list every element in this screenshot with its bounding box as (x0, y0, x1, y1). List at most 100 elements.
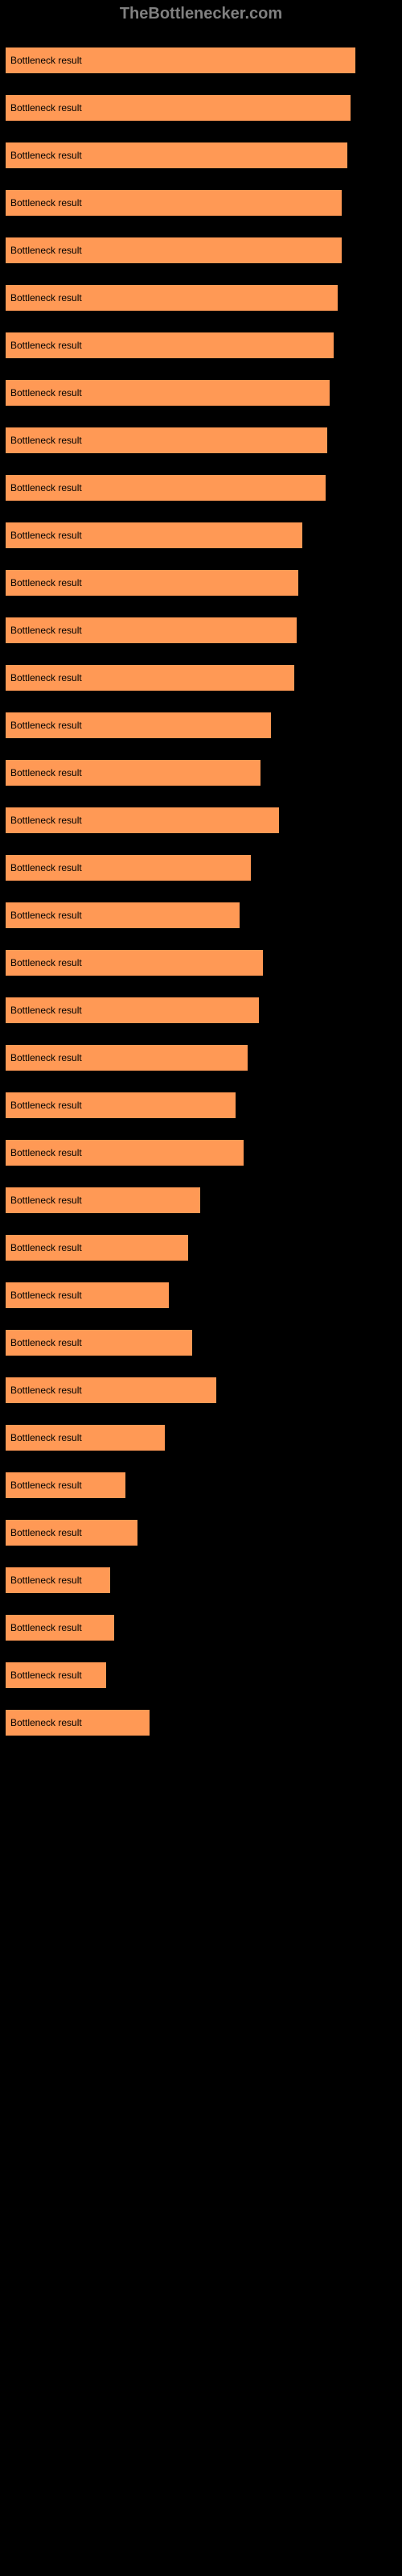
bar-track: Bottleneck result31 (5, 1044, 397, 1071)
bar-track: Bottleneck result32.5 (5, 997, 397, 1024)
chart-row: NVIDIA RTX A5500 Bottleneck result42 (5, 320, 397, 359)
chart-row: NVIDIA GeForce RTX 4070 SUPERBottleneck … (5, 795, 397, 834)
bar-value: 18.5 (155, 1717, 174, 1728)
bar: Bottleneck result (5, 569, 299, 597)
row-label: AMD Radeon RX 7600 XT (5, 1507, 397, 1517)
bar-value: 30.5 (249, 1147, 268, 1158)
bar-track: Bottleneck result 43 (5, 237, 397, 264)
chart-row: AMD Radeon RX 7600 XT Bottleneck result 17 (5, 1507, 397, 1546)
bar-value: 17 (143, 1527, 154, 1538)
bar-track: Bottleneck result25 (5, 1187, 397, 1214)
row-label: NVIDIA GeForce RTX 3060 Ti (5, 35, 397, 44)
bar-track: Bottleneck result 17 (5, 1519, 397, 1546)
bar-text: Bottleneck result (6, 150, 82, 161)
row-label: NVIDIA GeForce RTX 4070 Ti SUPER (5, 985, 397, 994)
row-label: NVIDIA GeForce RTX 3090 (5, 937, 397, 947)
chart-row: NVIDIA GeForce RTX 3070 Ti Bottleneck res… (5, 177, 397, 217)
bar: Bottleneck result (5, 759, 261, 786)
bar: Bottleneck result (5, 1709, 150, 1736)
chart-row: NVIDIA RTX A4500Bottleneck result38 (5, 510, 397, 549)
bar: Bottleneck result (5, 807, 280, 834)
bar-text: Bottleneck result (6, 292, 82, 303)
row-label: NVIDIA GeForce RTX 3080 Ti (5, 605, 397, 614)
bar-value: 37.5 (304, 577, 322, 588)
bar-value: 24 (198, 1337, 208, 1348)
bar-track: Bottleneck result 30 (5, 902, 397, 929)
chart-row: AMD Radeon RX 7900 XTXBottleneck result2… (5, 1222, 397, 1261)
row-label: AMD Radeon RX 6800 (5, 130, 397, 139)
bar-track: Bottleneck result42 (5, 332, 397, 359)
bar-track: Bottleneck result 43.7 (5, 142, 397, 169)
chart-row: AMD Radeon RX 7900 GREBottleneck result2… (5, 1174, 397, 1214)
bar-value: 13 (112, 1670, 122, 1681)
bar-text: Bottleneck result (6, 720, 82, 731)
bar-value: 42.5 (343, 292, 362, 303)
bar-value: 33 (269, 957, 279, 968)
bar-value: 43 (347, 245, 358, 256)
row-label: NVIDIA GeForce RTX 2080 SUPER (5, 1697, 397, 1707)
bar-value: 23.5 (194, 1242, 212, 1253)
bar: Bottleneck result (5, 1567, 111, 1594)
bar-value: 30 (245, 910, 256, 921)
chart-row: AMD Radeon RX 7600Bottleneck result14 (5, 1602, 397, 1641)
bar-text: Bottleneck result (6, 102, 82, 114)
bar-text: Bottleneck result (6, 197, 82, 208)
bar-text: Bottleneck result (6, 482, 82, 493)
bar-track: Bottleneck result35 (5, 807, 397, 834)
bar-text: Bottleneck result (6, 1337, 82, 1348)
bar-track: Bottleneck result37 (5, 664, 397, 691)
bar-text: Bottleneck result (6, 245, 82, 256)
chart-row: NVIDIA GeForce RTX 3060 TiBottleneck res… (5, 35, 397, 74)
bar-text: Bottleneck result (6, 1527, 82, 1538)
chart-row: NVIDIA GeForce RTX 4080Bottleneck result… (5, 1127, 397, 1166)
bar-text: Bottleneck result (6, 910, 82, 921)
bar: Bottleneck result (5, 902, 240, 929)
chart-row: NVIDIA GeForce RTX 4090Bottleneck result… (5, 1317, 397, 1356)
bar-text: Bottleneck result (6, 767, 82, 778)
row-label: AMD Radeon RX 6800 XT (5, 272, 397, 282)
row-label: NVIDIA GeForce RTX 3080 (5, 415, 397, 424)
chart-row: AMD Radeon RX 7700 XTBottleneck result20… (5, 1412, 397, 1451)
row-label: AMD Radeon RX 7900 XTX (5, 1222, 397, 1232)
bar: Bottleneck result (5, 617, 297, 644)
bar-value: 15.5 (131, 1480, 150, 1491)
bar-text: Bottleneck result (6, 435, 82, 446)
row-label: NVIDIA GeForce RTX 3070 (5, 82, 397, 92)
chart-row: NVIDIA GeForce RTX 4070 TiBottleneck res… (5, 890, 397, 929)
row-label: NVIDIA GeForce RTX 4060 (5, 1364, 397, 1374)
row-label: NVIDIA GeForce RTX 3090 Ti (5, 1032, 397, 1042)
chart-row: NVIDIA GeForce RTX 4060 Bottleneck result… (5, 1364, 397, 1404)
bar-text: Bottleneck result (6, 1717, 82, 1728)
bar-value: 37.3 (302, 625, 321, 636)
bar: Bottleneck result (5, 427, 328, 454)
bar-track: Bottleneck result 15.5 (5, 1472, 397, 1499)
row-label: NVIDIA GeForce RTX 3070 Ti (5, 177, 397, 187)
row-label: AMD Radeon RX 6950 XT (5, 842, 397, 852)
bar-text: Bottleneck result (6, 1195, 82, 1206)
bar-text: Bottleneck result (6, 340, 82, 351)
row-label: NVIDIA TITAN RTX (5, 462, 397, 472)
bar-value: 43.7 (353, 150, 371, 161)
row-label: AMD Radeon RX 6900 XT (5, 700, 397, 709)
row-label: NVIDIA GeForce RTX 3060 (5, 1649, 397, 1659)
chart-row: NVIDIA RTX 6000 Ada GenerationBottleneck… (5, 652, 397, 691)
chart-row: AMD Radeon RX 6950 XTBottleneck result31… (5, 842, 397, 881)
bar-text: Bottleneck result (6, 957, 82, 968)
bar-value: 37 (300, 672, 310, 683)
chart-row: NVIDIA GeForce RTX 3080 Ti Bottleneck res… (5, 605, 397, 644)
row-label: NVIDIA RTX A5500 (5, 320, 397, 329)
bar-value: 21 (174, 1290, 185, 1301)
bar-value: 38 (308, 530, 318, 541)
bar: Bottleneck result (5, 1614, 115, 1641)
bar: Bottleneck result (5, 1187, 201, 1214)
bar: Bottleneck result (5, 522, 303, 549)
page-title: TheBottlenecker.com (0, 5, 402, 23)
bar-value: 32.5 (265, 1005, 283, 1016)
bottleneck-bar-chart: NVIDIA GeForce RTX 3060 Ti Bottleneck res… (0, 35, 402, 1736)
bar-text: Bottleneck result (6, 1480, 82, 1491)
bar: Bottleneck result (5, 1329, 193, 1356)
bar: Bottleneck result (5, 237, 343, 264)
chart-row: NVIDIA GeForce RTX 2080 TiBottleneck res… (5, 1554, 397, 1594)
bar-text: Bottleneck result (6, 1385, 82, 1396)
bar-text: Bottleneck result (6, 530, 82, 541)
